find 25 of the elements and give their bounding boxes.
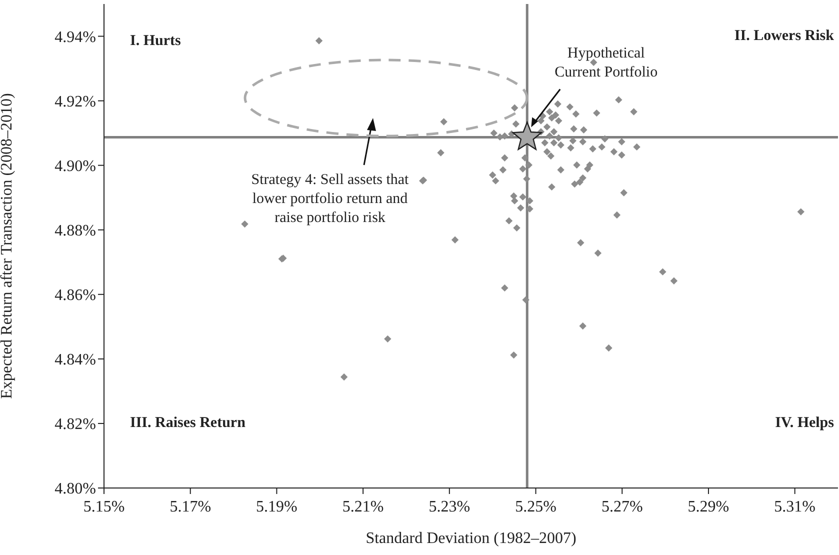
annotation: III. Raises Return — [130, 415, 246, 431]
x-tick-label: 5.25% — [515, 498, 556, 516]
x-tick-label: 5.15% — [83, 498, 125, 516]
y-tick-label: 4.92% — [54, 93, 96, 110]
annotation: Hypothetical Current Portfolio — [554, 45, 658, 80]
y-tick-label: 4.90% — [54, 158, 96, 176]
y-tick-label: 4.86% — [54, 287, 96, 304]
x-tick-label: 5.21% — [342, 498, 384, 516]
x-axis-title: Standard Deviation (1982–2007) — [366, 530, 576, 547]
x-tick-label: 5.29% — [688, 498, 730, 516]
x-tick-label: 5.31% — [774, 498, 816, 516]
y-tick-label: 4.88% — [54, 222, 96, 240]
y-tick-label: 4.84% — [54, 352, 96, 369]
x-tick-label: 5.27% — [601, 498, 643, 516]
annotation: IV. Helps — [775, 415, 834, 431]
annotation: I. Hurts — [130, 33, 181, 49]
annotation: II. Lowers Risk — [734, 28, 835, 44]
x-tick-label: 5.23% — [428, 498, 470, 516]
x-tick-label: 5.19% — [256, 498, 298, 516]
y-axis-title: Expected Return after Transaction (2008–2010) — [0, 93, 16, 399]
x-tick-label: 5.17% — [170, 498, 212, 516]
y-tick-label: 4.82% — [54, 416, 96, 434]
y-tick-label: 4.94% — [54, 28, 96, 46]
annotation: Strategy 4: Sell assets that lower portfolio return and raise portfolio risk — [251, 172, 410, 226]
y-tick-label: 4.80% — [54, 480, 96, 498]
